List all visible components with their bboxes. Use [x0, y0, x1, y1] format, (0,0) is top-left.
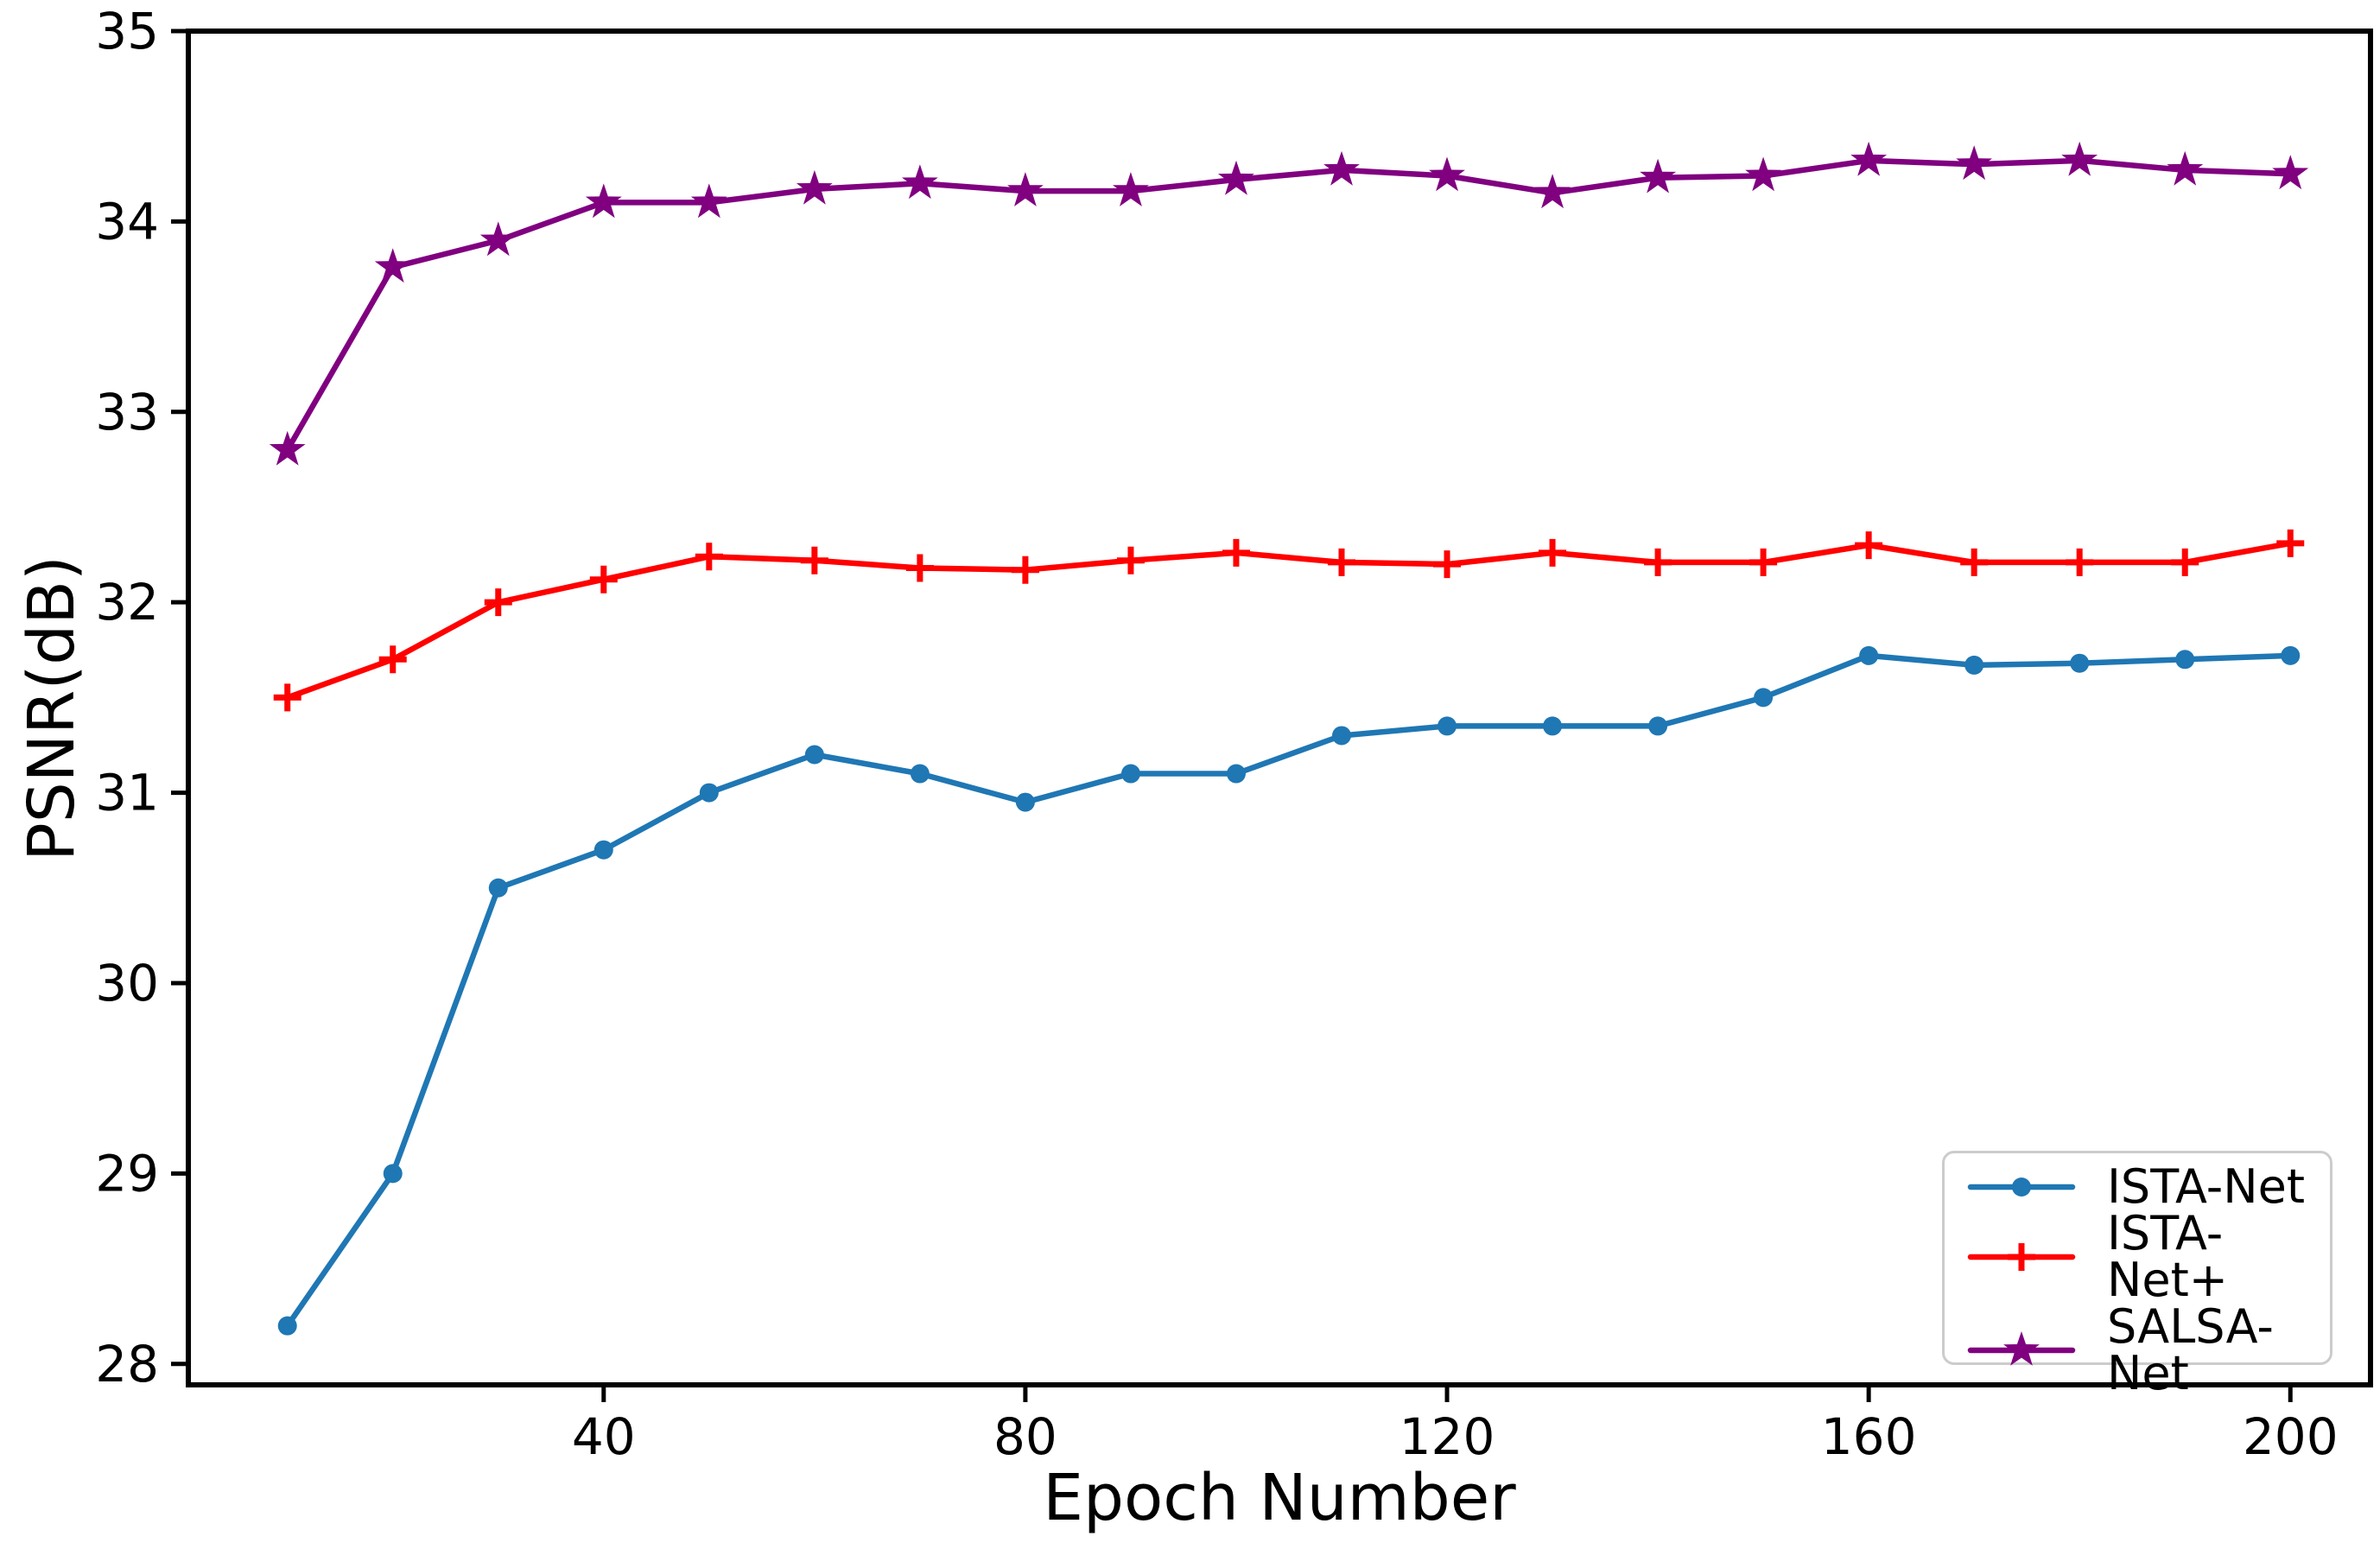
series-line-ista-net-	[284, 540, 2294, 701]
data-point	[1640, 158, 1676, 194]
legend-swatch-plus-icon	[1967, 1243, 2076, 1271]
data-point	[2276, 529, 2305, 557]
data-point	[1745, 156, 1781, 192]
series-line-salsa-net	[284, 157, 2294, 454]
data-point	[2070, 653, 2090, 673]
data-point	[273, 683, 301, 712]
data-point	[1328, 548, 1355, 576]
data-point	[690, 183, 727, 219]
data-point	[585, 183, 622, 219]
y-axis-label: PSNR(dB)	[15, 555, 89, 861]
data-point	[1543, 716, 1563, 736]
data-point	[2272, 155, 2309, 190]
data-point	[1433, 550, 1462, 579]
data-point	[1438, 716, 1457, 736]
data-point	[479, 221, 517, 257]
data-point	[1539, 538, 1567, 567]
data-point	[1964, 655, 1984, 675]
data-point	[488, 878, 508, 898]
y-tick-label: 33	[95, 383, 159, 441]
data-point	[1323, 150, 1360, 186]
data-point	[1749, 548, 1778, 576]
data-point	[1011, 555, 1039, 584]
data-point	[1850, 141, 1888, 176]
data-point	[804, 745, 824, 765]
data-point	[1331, 726, 1351, 746]
legend-label-ista-net: ISTA-Net	[2107, 1159, 2306, 1214]
y-tick-label: 29	[95, 1144, 159, 1203]
data-point	[699, 783, 719, 803]
data-point	[1007, 172, 1044, 206]
y-tick-label: 32	[95, 573, 159, 632]
data-point	[2061, 141, 2098, 176]
data-point	[2066, 548, 2094, 576]
legend-marker-star-icon	[2003, 1331, 2040, 1366]
y-tick-label: 35	[95, 2, 159, 60]
data-point	[1644, 548, 1672, 576]
data-point	[269, 430, 306, 466]
legend-label-salsa-net: SALSA-Net	[2107, 1299, 2274, 1400]
data-point	[1960, 548, 1989, 576]
data-point	[1859, 645, 1879, 665]
data-point	[1956, 145, 1993, 181]
data-point	[374, 248, 411, 283]
data-point	[796, 169, 833, 205]
legend-swatch-circle-icon	[1967, 1178, 2076, 1197]
y-tick-label: 31	[95, 764, 159, 822]
x-tick-label: 200	[2243, 1407, 2339, 1466]
data-point	[910, 764, 930, 784]
y-tick-label: 34	[95, 192, 159, 251]
data-point	[1754, 688, 1774, 708]
data-point	[1534, 174, 1571, 209]
data-point	[484, 588, 512, 617]
data-point	[695, 543, 723, 571]
x-tick-label: 80	[993, 1407, 1057, 1466]
data-point	[1855, 531, 1883, 560]
data-point	[1429, 156, 1465, 192]
data-point	[902, 164, 938, 200]
data-point	[1218, 160, 1254, 195]
legend-item-ista-net: ISTA-Net	[1965, 1164, 2320, 1210]
data-point	[378, 645, 407, 674]
data-point	[277, 1316, 297, 1336]
legend-marker-circle-icon	[2012, 1178, 2031, 1197]
legend-swatch-star-icon	[1967, 1331, 2076, 1366]
data-point	[383, 1164, 403, 1184]
data-point	[1120, 764, 1140, 784]
data-point	[589, 565, 618, 594]
x-tick-label: 40	[572, 1407, 636, 1466]
data-point	[1113, 172, 1149, 206]
legend: ISTA-Net ISTA-Net+ SALSA-Net	[1942, 1151, 2332, 1397]
x-tick-label: 160	[1821, 1407, 1917, 1466]
data-point	[593, 840, 613, 860]
data-point	[800, 546, 828, 575]
data-point	[2175, 650, 2195, 670]
data-point	[2171, 548, 2199, 576]
y-tick-label: 30	[95, 954, 159, 1013]
data-point	[2167, 150, 2204, 186]
data-point	[1222, 538, 1250, 567]
axes-frame	[186, 29, 2373, 1387]
data-point	[1648, 716, 1668, 736]
data-point	[1015, 792, 1035, 812]
data-point	[1116, 546, 1145, 575]
legend-item-salsa-net: SALSA-Net	[1965, 1304, 2320, 1397]
y-tick-label: 28	[95, 1335, 159, 1393]
legend-marker-plus-icon	[2008, 1243, 2035, 1271]
series-line-ista-net	[284, 652, 2294, 1329]
data-point	[905, 554, 934, 582]
legend-item-ista-net-plus: ISTA-Net+	[1965, 1210, 2320, 1304]
legend-label-ista-net-plus: ISTA-Net+	[2107, 1206, 2229, 1307]
data-point	[2281, 645, 2301, 665]
x-axis-label: Epoch Number	[1043, 1461, 1516, 1535]
data-point	[1226, 764, 1246, 784]
x-tick-label: 120	[1399, 1407, 1495, 1466]
